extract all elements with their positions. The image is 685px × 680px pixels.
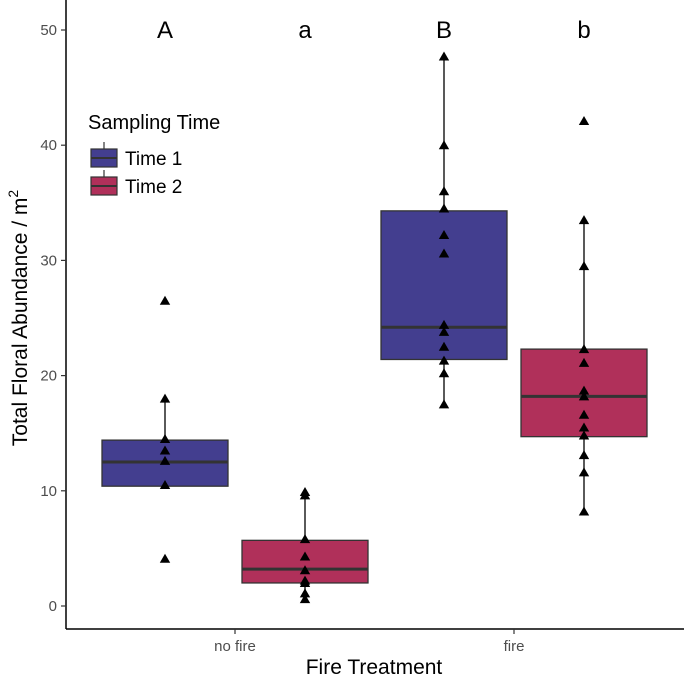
data-point-triangle [578, 385, 590, 395]
data-point-triangle [159, 433, 171, 443]
box-time-2-fire [520, 116, 648, 516]
data-point-triangle [578, 215, 590, 225]
data-point-triangle [438, 368, 450, 378]
data-point-triangle [438, 399, 450, 409]
box-time-1-fire [380, 51, 508, 409]
data-point-triangle [578, 506, 590, 516]
y-axis-title-superscript: 2 [5, 190, 21, 198]
box-time-2-no-fire [241, 486, 369, 604]
data-point-triangle [438, 248, 450, 258]
legend-entries: Time 1 Time 2 [90, 142, 182, 198]
legend: Sampling Time Time 1 Time 2 [88, 112, 220, 198]
significance-letter: B [436, 17, 452, 44]
data-point-triangle [438, 140, 450, 150]
axes [65, 0, 684, 630]
data-point-triangle [159, 480, 171, 490]
legend-entry: Time 1 [90, 142, 182, 170]
data-point-triangle [299, 565, 311, 575]
significance-letter: a [298, 17, 312, 44]
data-point-triangle [578, 467, 590, 477]
data-point-triangle [438, 186, 450, 196]
data-point-triangle [438, 230, 450, 240]
data-point-triangle [578, 422, 590, 432]
data-point-triangle [159, 295, 171, 305]
data-point-triangle [159, 553, 171, 563]
data-point-triangle [438, 203, 450, 213]
legend-title: Sampling Time [88, 112, 220, 134]
data-point-triangle [578, 450, 590, 460]
x-tick-label: no fire [214, 638, 256, 655]
x-tick-label: fire [504, 638, 525, 655]
y-tick-label: 10 [40, 483, 57, 500]
y-axis-title: Total Floral Abundance / m2 [5, 190, 32, 447]
data-point-triangle [438, 326, 450, 336]
data-point-triangle [578, 391, 590, 401]
data-point-triangle [438, 341, 450, 351]
data-point-triangle [299, 490, 311, 500]
y-tick-label: 0 [49, 598, 57, 615]
data-point-triangle [438, 355, 450, 365]
legend-label: Time 1 [125, 149, 182, 170]
y-axis-title-text: Total Floral Abundance / m [9, 198, 32, 447]
significance-letter: b [577, 17, 590, 44]
data-point-triangle [578, 261, 590, 271]
y-tick-label: 20 [40, 368, 57, 385]
data-point-triangle [438, 51, 450, 61]
x-ticks: no fire fire [214, 629, 524, 655]
data-point-triangle [438, 319, 450, 329]
data-point-triangle [299, 594, 311, 604]
data-point-triangle [578, 344, 590, 354]
y-tick-label: 50 [40, 22, 57, 39]
data-point-triangle [578, 430, 590, 440]
data-point-triangle [578, 116, 590, 126]
data-point-triangle [578, 357, 590, 367]
y-ticks: 0 10 20 30 40 50 [40, 22, 66, 615]
data-point-triangle [159, 393, 171, 403]
data-point-triangle [578, 409, 590, 419]
box-time-1-no-fire [101, 295, 229, 563]
data-point-triangle [159, 455, 171, 465]
y-tick-label: 40 [40, 137, 57, 154]
data-point-triangle [159, 445, 171, 455]
data-point-triangle [299, 534, 311, 544]
data-point-triangle [299, 551, 311, 561]
significance-letter: A [157, 17, 173, 44]
data-point-triangle [299, 588, 311, 598]
x-axis-title: Fire Treatment [306, 656, 443, 679]
data-point-triangle [299, 577, 311, 587]
y-tick-label: 30 [40, 252, 57, 269]
legend-entry: Time 2 [90, 170, 182, 198]
legend-label: Time 2 [125, 177, 182, 198]
